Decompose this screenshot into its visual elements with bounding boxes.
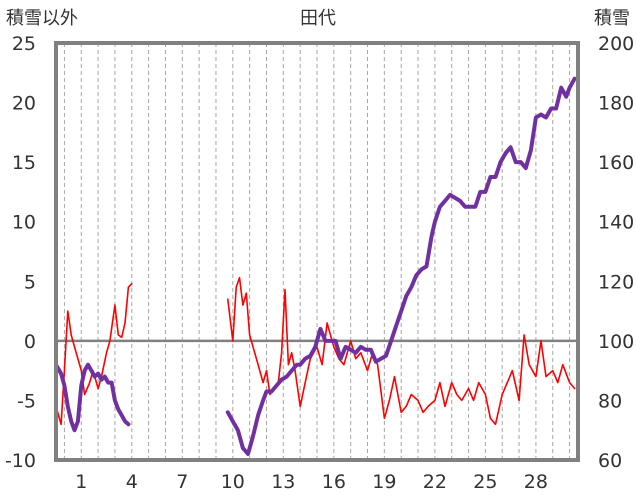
x-tick-label: 19 — [372, 471, 396, 493]
x-tick-label: 25 — [473, 471, 497, 493]
left-tick-label: 5 — [24, 271, 36, 293]
plot-frame — [54, 41, 580, 462]
x-tick-label: 28 — [524, 471, 548, 493]
right-tick-label: 100 — [598, 331, 634, 353]
left-axis-ticks: 25 20 15 10 5 0 -5 -10 — [5, 33, 36, 472]
left-tick-label: 25 — [12, 33, 36, 55]
right-tick-label: 80 — [598, 390, 622, 412]
right-tick-label: 60 — [598, 450, 622, 472]
left-tick-label: -5 — [17, 390, 36, 412]
right-tick-label: 120 — [598, 271, 634, 293]
left-tick-label: 0 — [24, 331, 36, 353]
x-tick-label: 4 — [126, 471, 138, 493]
right-axis-label: 積雪 — [594, 8, 630, 29]
right-tick-label: 200 — [598, 33, 634, 55]
left-tick-label: -10 — [5, 450, 36, 472]
left-tick-label: 10 — [12, 212, 36, 234]
x-axis-ticks: 1 4 7 10 13 16 19 22 25 28 — [75, 471, 548, 493]
right-tick-label: 180 — [598, 93, 634, 115]
x-tick-label: 13 — [271, 471, 295, 493]
x-tick-label: 16 — [322, 471, 346, 493]
series-group — [54, 76, 577, 456]
x-tick-label: 10 — [221, 471, 245, 493]
series-line-right-axis — [225, 76, 577, 456]
right-axis-ticks: 200 180 160 140 120 100 80 60 — [598, 33, 634, 472]
x-tick-label: 1 — [75, 471, 87, 493]
chart-title: 田代 — [300, 8, 336, 29]
left-axis-label: 積雪以外 — [6, 8, 78, 29]
x-tick-label: 7 — [176, 471, 188, 493]
x-tick-label: 22 — [423, 471, 447, 493]
series-line-right-axis — [54, 362, 131, 433]
left-tick-label: 15 — [12, 152, 36, 174]
right-tick-label: 140 — [598, 212, 634, 234]
right-tick-label: 160 — [598, 152, 634, 174]
left-tick-label: 20 — [12, 93, 36, 115]
